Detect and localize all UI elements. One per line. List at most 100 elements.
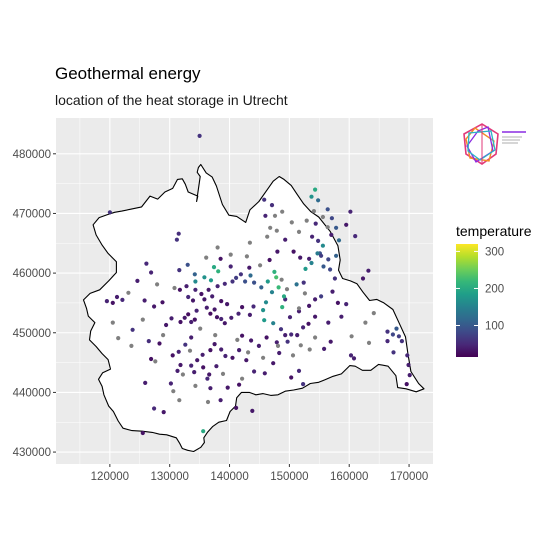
data-point	[195, 358, 200, 363]
data-point	[405, 353, 410, 358]
data-point	[252, 280, 257, 285]
data-point	[250, 408, 255, 413]
data-point	[307, 256, 312, 261]
data-point	[406, 362, 411, 368]
data-points	[104, 133, 412, 436]
data-point	[207, 372, 212, 377]
data-point	[274, 275, 279, 280]
data-point	[116, 336, 121, 341]
y-tick-label: 440000	[13, 387, 51, 399]
data-point	[236, 311, 241, 316]
data-point	[265, 279, 270, 284]
data-point	[320, 214, 325, 220]
data-point	[247, 312, 252, 317]
data-point	[259, 285, 264, 290]
data-point	[371, 311, 376, 316]
data-point	[298, 343, 303, 348]
data-point	[155, 282, 160, 287]
data-point	[201, 429, 206, 434]
data-point	[274, 340, 279, 345]
data-point	[110, 320, 115, 325]
data-point	[237, 348, 242, 353]
data-point	[349, 334, 354, 339]
data-point	[189, 363, 194, 368]
data-point	[149, 356, 154, 362]
data-point	[186, 312, 191, 317]
data-point	[169, 316, 174, 321]
data-point	[290, 353, 296, 358]
data-point	[219, 316, 224, 322]
data-point	[280, 305, 285, 310]
data-point	[316, 238, 321, 243]
data-point	[212, 307, 217, 312]
data-point	[396, 334, 401, 339]
data-point	[198, 326, 203, 331]
data-point	[399, 339, 404, 344]
legend-tick-label: 200	[485, 283, 504, 295]
data-point	[309, 260, 314, 266]
data-point	[329, 232, 334, 237]
data-point	[176, 231, 181, 236]
data-point	[385, 339, 390, 344]
data-point	[313, 297, 318, 302]
data-point	[202, 297, 207, 302]
data-point	[178, 362, 183, 368]
data-point	[208, 278, 214, 283]
data-point	[110, 300, 115, 305]
data-point	[289, 332, 294, 337]
data-point	[251, 304, 256, 309]
data-point	[319, 253, 324, 258]
data-point	[294, 282, 299, 287]
data-point	[177, 287, 182, 292]
data-point	[160, 300, 165, 305]
data-point	[164, 322, 169, 328]
data-point	[291, 249, 296, 254]
data-point	[222, 321, 227, 326]
data-point	[218, 256, 223, 261]
data-point	[307, 347, 312, 352]
data-point	[275, 343, 281, 348]
data-point	[258, 263, 263, 268]
data-point	[204, 255, 209, 260]
data-point	[206, 287, 211, 292]
data-point	[272, 269, 277, 274]
data-point	[274, 228, 279, 233]
data-point	[334, 253, 339, 258]
data-point	[240, 376, 245, 381]
data-point	[261, 308, 266, 313]
data-point	[140, 317, 145, 322]
data-point	[320, 243, 325, 248]
data-point	[174, 237, 179, 242]
data-point	[296, 229, 302, 234]
data-point	[189, 335, 194, 340]
data-point	[172, 285, 177, 291]
data-point	[153, 359, 158, 364]
data-point	[269, 203, 275, 208]
data-point	[326, 257, 331, 262]
chart-subtitle: location of the heat storage in Utrecht	[55, 92, 288, 108]
data-point	[140, 430, 145, 436]
data-point	[197, 133, 202, 138]
data-point	[238, 272, 243, 277]
data-point	[332, 276, 337, 281]
data-point	[129, 343, 134, 348]
data-point	[247, 265, 252, 270]
data-point	[211, 265, 217, 270]
data-point	[135, 278, 140, 283]
data-point	[146, 339, 151, 344]
data-point	[334, 225, 339, 230]
data-point	[152, 406, 157, 411]
data-point	[161, 410, 166, 415]
data-point	[271, 321, 276, 326]
data-point	[322, 346, 327, 351]
data-point	[385, 329, 390, 334]
data-point	[237, 382, 242, 387]
legend-tick-label: 300	[485, 246, 504, 258]
legend-ticks: 100 200 300	[456, 246, 504, 333]
data-point	[321, 264, 326, 269]
data-point	[366, 268, 371, 273]
data-point	[407, 373, 412, 378]
data-point	[344, 222, 349, 227]
data-point	[262, 318, 267, 323]
